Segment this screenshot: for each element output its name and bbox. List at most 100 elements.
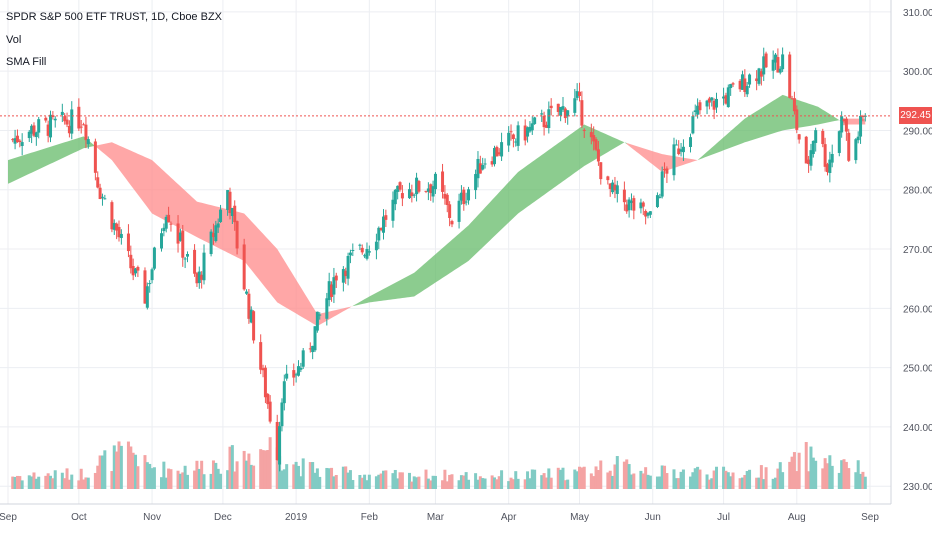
- volume-bar: [167, 468, 171, 489]
- volume-bar: [377, 474, 381, 489]
- volume-bar: [82, 479, 86, 489]
- candle-body: [809, 150, 813, 166]
- volume-bar: [431, 475, 435, 489]
- volume-bar: [348, 470, 352, 489]
- candle-body: [360, 247, 364, 253]
- volume-bar: [126, 441, 130, 489]
- candle-body: [235, 221, 239, 249]
- candle-body: [148, 283, 152, 285]
- sma-legend[interactable]: SMA Fill: [6, 56, 47, 68]
- volume-bar: [53, 470, 57, 489]
- time-tick-label: Sep: [861, 512, 879, 523]
- volume-bar: [296, 465, 300, 489]
- candle-body: [613, 184, 617, 191]
- volume-bar: [523, 479, 527, 489]
- volume-bar: [771, 478, 775, 489]
- candle-body: [825, 164, 829, 173]
- candle-body: [759, 71, 763, 77]
- volume-bar: [363, 474, 367, 489]
- volume-bar: [202, 474, 206, 489]
- candle-body: [500, 142, 504, 157]
- volume-bar: [266, 450, 270, 489]
- volume-bar: [530, 469, 534, 489]
- volume-bar: [596, 470, 600, 489]
- candle-body: [152, 247, 156, 269]
- volume-bar: [615, 456, 619, 489]
- volume-bar: [219, 473, 223, 489]
- candle-body: [594, 139, 598, 150]
- candle-body: [459, 192, 463, 201]
- candle-body: [27, 131, 31, 139]
- candle-body: [582, 129, 586, 131]
- volume-bar: [311, 462, 315, 489]
- volume-bar: [644, 467, 648, 489]
- volume-bar: [698, 469, 702, 489]
- volume-bar: [804, 442, 808, 489]
- volume-bar: [606, 472, 610, 489]
- vol-legend[interactable]: Vol: [6, 34, 22, 46]
- candle-body: [351, 249, 355, 251]
- candle-body: [181, 230, 185, 258]
- candle-body: [738, 80, 742, 90]
- candle-body: [374, 241, 378, 251]
- candle-body: [424, 190, 428, 192]
- time-tick-label: Jul: [717, 512, 730, 523]
- volume-bar: [259, 449, 263, 489]
- candle-body: [84, 124, 88, 141]
- volume-bar: [478, 476, 482, 489]
- volume-bar: [391, 473, 395, 489]
- volume-bar: [152, 467, 156, 489]
- volume-bar: [115, 451, 119, 489]
- volume-bar: [96, 465, 100, 489]
- volume-bar: [443, 469, 447, 489]
- candle-body: [696, 105, 700, 115]
- symbol-title[interactable]: SPDR S&P 500 ETF TRUST, 1D, Cboe BZX: [6, 11, 223, 23]
- volume-bar: [441, 480, 445, 489]
- candle-body: [86, 139, 90, 145]
- volume-bar: [44, 475, 48, 489]
- candle-body: [195, 273, 199, 284]
- candle-body: [755, 78, 759, 82]
- volume-bar: [46, 473, 50, 489]
- volume-bar: [86, 477, 90, 489]
- sma-fill-band: [697, 94, 842, 161]
- candle-body: [679, 149, 683, 152]
- candle-body: [757, 68, 761, 84]
- candle-body: [193, 249, 197, 274]
- candle-body: [318, 314, 322, 316]
- candle-body: [261, 368, 265, 371]
- volume-bar: [639, 470, 643, 489]
- candle-body: [266, 393, 270, 405]
- candle-body: [644, 210, 648, 217]
- candle-body: [247, 293, 251, 319]
- candle-body: [32, 125, 36, 136]
- volume-bar: [299, 476, 303, 489]
- volume-bar: [672, 469, 676, 489]
- candle-body: [63, 116, 67, 122]
- candle-body: [70, 109, 74, 134]
- candle-body: [641, 202, 645, 207]
- candle-body: [341, 269, 345, 283]
- volume-bar: [32, 472, 36, 489]
- volume-bar: [15, 475, 19, 489]
- volume-bar: [275, 447, 279, 489]
- candle-body: [216, 223, 220, 228]
- candle-body: [726, 87, 730, 108]
- candle-body: [540, 113, 544, 115]
- volume-bar: [70, 474, 74, 489]
- candle-body: [13, 138, 17, 144]
- candle-body: [792, 98, 796, 112]
- volume-bar: [594, 466, 598, 489]
- volume-bar: [11, 476, 15, 489]
- candle-body: [516, 125, 520, 146]
- candle-body: [169, 223, 173, 225]
- candle-body: [46, 124, 50, 136]
- volume-bar: [514, 471, 518, 489]
- volume-bar: [129, 446, 133, 489]
- candle-body: [11, 139, 15, 141]
- candle-body: [292, 370, 296, 378]
- volume-bar: [226, 470, 230, 489]
- volume-bar: [341, 466, 345, 489]
- volume-bar: [98, 455, 102, 489]
